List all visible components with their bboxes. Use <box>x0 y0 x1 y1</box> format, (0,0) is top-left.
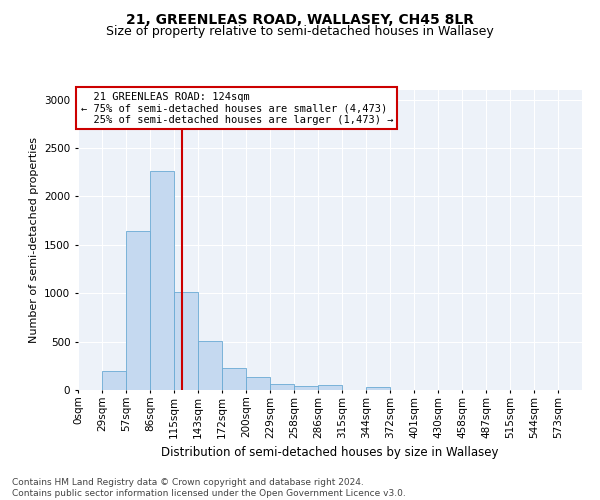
Bar <box>246 378 270 390</box>
Bar <box>150 172 174 390</box>
Bar <box>222 368 246 390</box>
Text: Size of property relative to semi-detached houses in Wallasey: Size of property relative to semi-detach… <box>106 25 494 38</box>
Bar <box>198 340 222 390</box>
Bar <box>126 232 150 390</box>
Y-axis label: Number of semi-detached properties: Number of semi-detached properties <box>29 137 38 343</box>
Bar <box>294 386 318 390</box>
Bar <box>318 384 342 390</box>
Bar <box>102 370 126 390</box>
Text: 21, GREENLEAS ROAD, WALLASEY, CH45 8LR: 21, GREENLEAS ROAD, WALLASEY, CH45 8LR <box>126 12 474 26</box>
Text: 21 GREENLEAS ROAD: 124sqm
← 75% of semi-detached houses are smaller (4,473)
  25: 21 GREENLEAS ROAD: 124sqm ← 75% of semi-… <box>80 92 393 124</box>
Bar <box>174 292 198 390</box>
Bar <box>270 384 294 390</box>
Bar <box>366 386 390 390</box>
Text: Contains HM Land Registry data © Crown copyright and database right 2024.
Contai: Contains HM Land Registry data © Crown c… <box>12 478 406 498</box>
X-axis label: Distribution of semi-detached houses by size in Wallasey: Distribution of semi-detached houses by … <box>161 446 499 459</box>
